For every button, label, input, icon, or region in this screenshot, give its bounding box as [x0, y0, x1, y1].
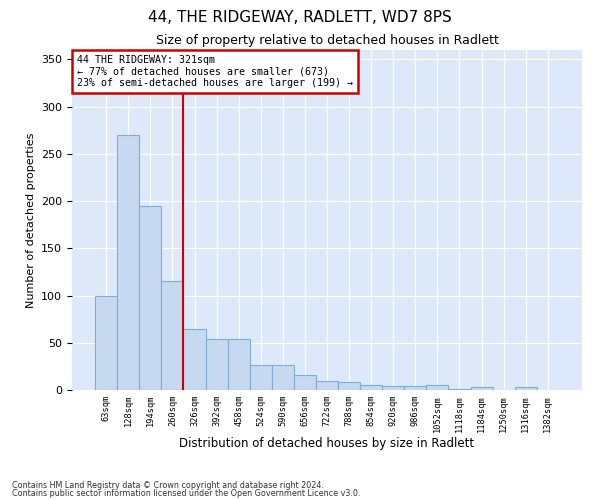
Bar — [227, 339, 250, 390]
Text: 44 THE RIDGEWAY: 321sqm
← 77% of detached houses are smaller (673)
23% of semi-d: 44 THE RIDGEWAY: 321sqm ← 77% of detache… — [77, 55, 353, 88]
Bar — [448, 389, 470, 390]
Bar — [427, 386, 448, 390]
Text: 44, THE RIDGEWAY, RADLETT, WD7 8PS: 44, THE RIDGEWAY, RADLETT, WD7 8PS — [148, 10, 452, 25]
Bar — [95, 296, 117, 390]
Bar — [250, 366, 272, 390]
Title: Size of property relative to detached houses in Radlett: Size of property relative to detached ho… — [155, 34, 499, 48]
Bar — [294, 375, 316, 390]
Bar — [338, 382, 360, 390]
Bar — [272, 366, 294, 390]
Bar — [470, 387, 493, 390]
Bar — [117, 135, 139, 390]
Y-axis label: Number of detached properties: Number of detached properties — [26, 132, 35, 308]
Bar — [316, 380, 338, 390]
X-axis label: Distribution of detached houses by size in Radlett: Distribution of detached houses by size … — [179, 437, 475, 450]
Bar — [206, 339, 227, 390]
Bar — [161, 282, 184, 390]
Bar — [515, 387, 537, 390]
Bar — [404, 386, 427, 390]
Bar — [139, 206, 161, 390]
Text: Contains public sector information licensed under the Open Government Licence v3: Contains public sector information licen… — [12, 489, 361, 498]
Text: Contains HM Land Registry data © Crown copyright and database right 2024.: Contains HM Land Registry data © Crown c… — [12, 480, 324, 490]
Bar — [184, 328, 206, 390]
Bar — [382, 386, 404, 390]
Bar — [360, 386, 382, 390]
